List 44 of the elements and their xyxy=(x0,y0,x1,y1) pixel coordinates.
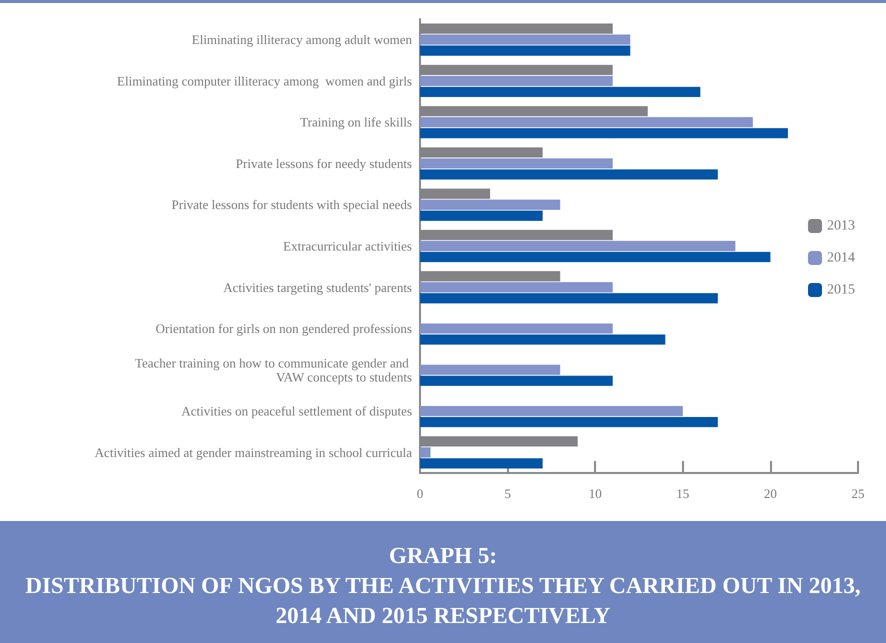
y-tick-label: Orientation for girls on non gendered professions xyxy=(156,321,412,336)
bar xyxy=(420,252,770,262)
x-tick-label: 25 xyxy=(852,486,864,501)
bar xyxy=(420,406,683,416)
y-tick-label: Activities on peaceful settlement of disputes xyxy=(181,404,412,419)
x-tick-label: 20 xyxy=(764,486,777,501)
y-tick-label: Training on life skills xyxy=(300,114,412,130)
bar xyxy=(420,240,736,252)
y-tick-label: Activities targeting students' parents xyxy=(223,280,412,295)
bar xyxy=(420,364,560,375)
bar xyxy=(420,210,543,221)
bar xyxy=(420,376,613,386)
bar xyxy=(420,76,613,86)
bar xyxy=(420,34,630,45)
bar xyxy=(420,46,630,56)
y-tick-label: Private lessons for needy students xyxy=(236,156,412,171)
y-tick-label: Eliminating illiteracy among adult women xyxy=(192,32,412,48)
y-tick-label: Activities aimed at gender mainstreaming in school curricula xyxy=(94,444,412,460)
x-tick-label: 5 xyxy=(504,486,511,501)
text: GRAPH 5: xyxy=(388,542,498,570)
bar xyxy=(420,334,666,345)
legend-label: 2013 xyxy=(827,218,855,234)
bar xyxy=(420,417,718,428)
legend-label: 2014 xyxy=(827,250,855,266)
bar xyxy=(420,323,613,334)
bar xyxy=(420,447,431,458)
y-tick-label: Eliminating computer illiteracy among women and girls xyxy=(117,73,412,88)
bar xyxy=(420,128,788,138)
bar xyxy=(420,169,718,180)
bar xyxy=(420,117,753,128)
bar xyxy=(420,282,613,292)
bar xyxy=(420,200,560,210)
legend-label: 2015 xyxy=(827,282,855,298)
bar xyxy=(420,458,543,468)
bar xyxy=(420,158,613,169)
x-tick-label: 10 xyxy=(588,486,602,501)
text: DISTRIBUTION OF NGOS BY THE ACTIVITIES THEY CARRIED OUT IN 2013, 2014 AND 2015 RESPECTIVELY xyxy=(24,572,862,630)
y-tick-label: Extracurricular activities xyxy=(283,238,412,254)
y-tick-label: Teacher training on how to communicate gender and VAW concepts to students xyxy=(134,355,412,384)
x-tick-label: 15 xyxy=(676,486,690,501)
y-tick-label: Private lessons for students with special needs xyxy=(172,197,412,212)
bar xyxy=(420,86,700,98)
x-tick-label: 0 xyxy=(416,486,424,501)
bar xyxy=(420,293,718,304)
